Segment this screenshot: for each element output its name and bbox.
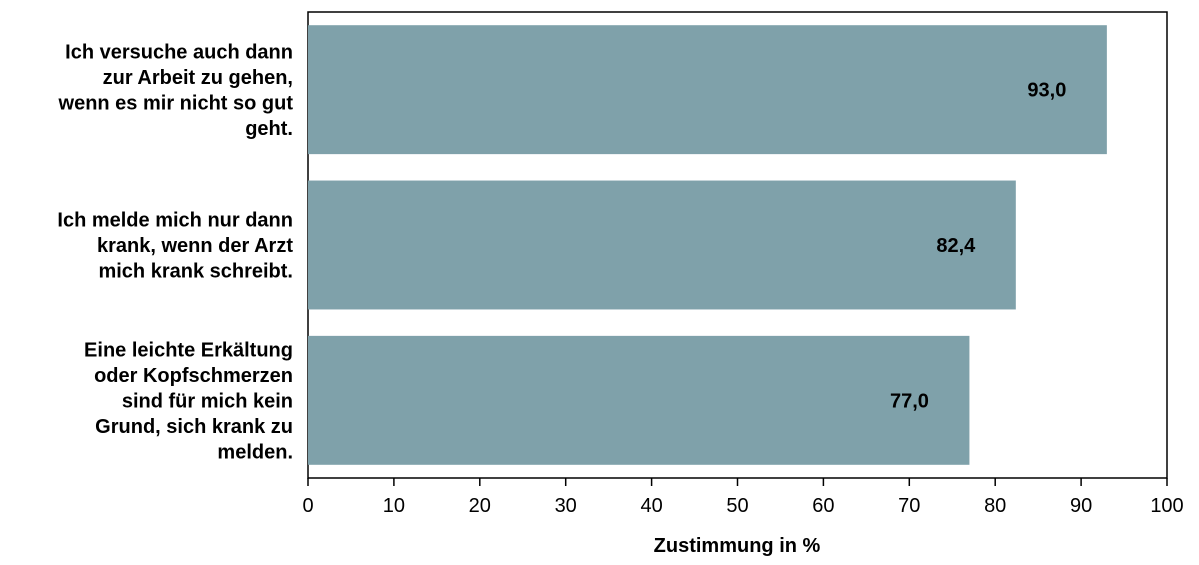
value-label-1: 93,0 <box>1027 80 1066 102</box>
category-label-line: Ich melde mich nur dann <box>57 210 293 232</box>
bar-1 <box>308 25 1107 155</box>
category-label-line: sind für mich kein <box>122 390 293 412</box>
category-label-line: melden. <box>217 441 293 463</box>
x-tick-label: 20 <box>469 495 491 517</box>
x-tick-label: 40 <box>640 495 662 517</box>
x-tick-label: 80 <box>984 495 1006 517</box>
category-label-line: Ich versuche auch dann <box>65 41 293 63</box>
bar-3 <box>308 335 970 465</box>
x-tick-label: 60 <box>812 495 834 517</box>
category-label-line: wenn es mir nicht so gut <box>58 92 294 114</box>
x-tick-label: 0 <box>302 495 313 517</box>
bar-2 <box>308 180 1016 310</box>
value-label-3: 77,0 <box>890 390 929 412</box>
category-label-1: Ich versuche auch dann zur Arbeit zu gehe… <box>58 41 294 140</box>
category-labels: Ich versuche auch dann zur Arbeit zu gehe… <box>57 41 293 463</box>
x-tick-label: 90 <box>1070 495 1092 517</box>
bars <box>308 25 1107 465</box>
category-label-line: geht. <box>245 118 293 140</box>
x-axis-title: Zustimmung in % <box>654 535 821 557</box>
category-label-line: oder Kopfschmerzen <box>94 365 293 387</box>
category-label-line: mich krank schreibt. <box>98 261 293 283</box>
category-label-line: Eine leichte Erkältung <box>84 339 293 361</box>
category-label-line: Grund, sich krank zu <box>95 416 293 438</box>
value-label-2: 82,4 <box>936 235 976 257</box>
x-tick-label: 100 <box>1150 495 1183 517</box>
category-label-line: zur Arbeit zu gehen, <box>103 67 293 89</box>
value-labels: 93,0 82,4 77,0 <box>890 80 1066 413</box>
x-axis-ticks: 0 10 20 30 40 50 60 70 80 90 100 <box>302 478 1184 517</box>
x-tick-label: 10 <box>383 495 405 517</box>
category-label-line: krank, wenn der Arzt <box>97 235 293 257</box>
x-tick-label: 30 <box>555 495 577 517</box>
category-label-2: Ich melde mich nur dann krank, wenn der A… <box>57 210 293 283</box>
category-label-3: Eine leichte Erkältung oder Kopfschmerzen… <box>84 339 293 463</box>
x-tick-label: 50 <box>726 495 748 517</box>
x-tick-label: 70 <box>898 495 920 517</box>
